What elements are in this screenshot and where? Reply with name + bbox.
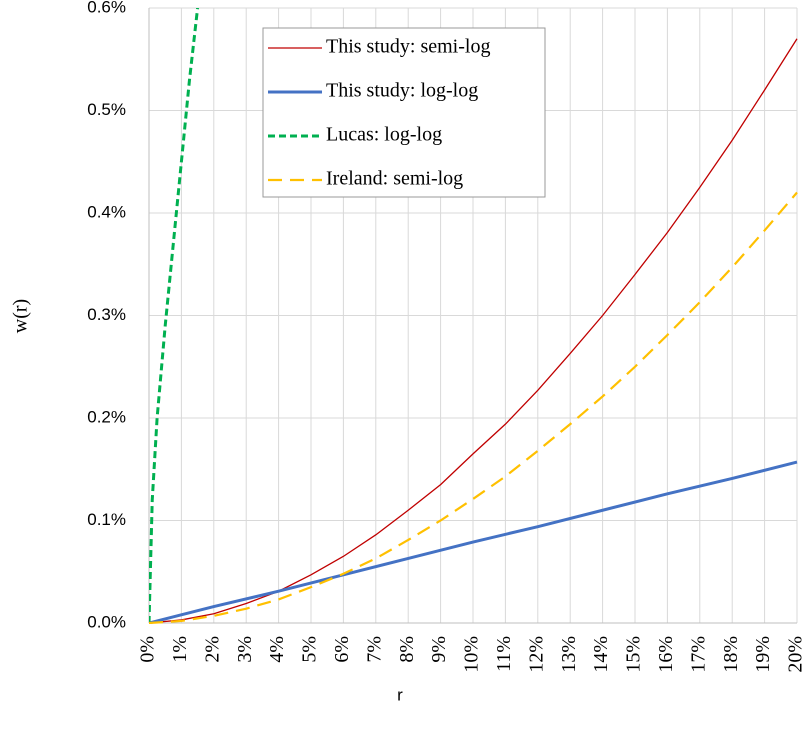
x-tick-label: 13% <box>558 636 580 673</box>
x-tick-label: 8% <box>396 636 418 663</box>
y-tick-label: 0.4% <box>87 202 126 221</box>
x-tick-label: 11% <box>493 636 515 672</box>
x-tick-label: 4% <box>266 636 288 663</box>
x-tick-label: 15% <box>623 636 645 673</box>
legend-box <box>262 27 546 198</box>
y-tick-label: 0.0% <box>87 612 126 631</box>
x-tick-label: 14% <box>590 636 612 673</box>
legend-label: This study: log-log <box>326 80 478 102</box>
legend-label: Lucas: log-log <box>326 124 442 146</box>
x-tick-label: 16% <box>655 636 677 673</box>
x-tick-label: 18% <box>720 636 742 673</box>
legend-label: This study: semi-log <box>326 36 490 58</box>
x-tick-label: 9% <box>428 636 450 663</box>
y-tick-label: 0.2% <box>87 407 126 426</box>
y-axis-label: w(r) <box>10 299 32 333</box>
legend-label: Ireland: semi-log <box>326 168 463 190</box>
series-line <box>149 38 798 624</box>
x-tick-label: 5% <box>299 636 321 663</box>
plot-area <box>149 8 798 624</box>
x-tick-label: 19% <box>752 636 774 673</box>
y-tick-label: 0.6% <box>87 0 126 16</box>
x-tick-label: 1% <box>169 636 191 663</box>
y-tick-label: 0.3% <box>87 305 126 324</box>
x-axis-label: r <box>397 685 403 704</box>
x-tick-label: 2% <box>201 636 223 663</box>
x-tick-label: 0% <box>137 636 159 663</box>
x-tick-label: 12% <box>525 636 547 673</box>
series-line <box>149 8 200 624</box>
x-tick-label: 10% <box>461 636 483 673</box>
x-tick-label: 6% <box>331 636 353 663</box>
y-tick-label: 0.5% <box>87 100 126 119</box>
x-tick-label: 7% <box>363 636 385 663</box>
x-tick-label: 17% <box>687 636 709 673</box>
x-tick-label: 20% <box>785 636 803 673</box>
series-line <box>149 460 798 624</box>
x-tick-label: 3% <box>234 636 256 663</box>
y-tick-label: 0.1% <box>87 510 126 529</box>
